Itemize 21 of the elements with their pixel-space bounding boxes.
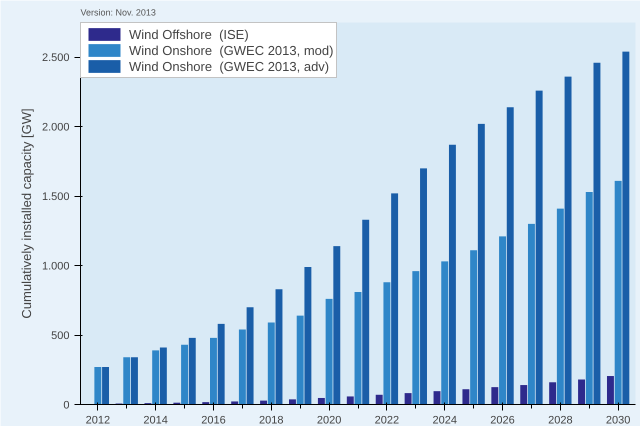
text: Version: Nov. 2013 xyxy=(80,8,156,18)
x-tick-label: 2024 xyxy=(432,414,457,426)
y-tick-label: 1.500 xyxy=(42,191,70,204)
x-tick-label: 2028 xyxy=(548,414,573,426)
x-tick-label: 2018 xyxy=(259,414,284,426)
x-tick-label: 2026 xyxy=(490,414,515,426)
x-tick-label: 2014 xyxy=(143,414,168,426)
y-tick-label: 1.000 xyxy=(42,260,70,273)
x-tick-label: 2016 xyxy=(201,414,226,426)
y-tick-label: 500 xyxy=(51,330,70,342)
legend-label: Wind Onshore (GWEC 2013, mod) xyxy=(129,42,334,58)
legend-label: Wind Onshore (GWEC 2013, adv) xyxy=(129,58,330,74)
y-tick-label: 2.500 xyxy=(42,52,70,64)
y-axis-title: Cumulatively installed capacity [GW] xyxy=(18,108,34,319)
x-tick-label: 2022 xyxy=(374,414,400,426)
y-tick-label: 2.000 xyxy=(42,122,70,134)
y-tick-label: 0 xyxy=(63,400,70,412)
legend-label: Wind Offshore (ISE) xyxy=(129,26,249,42)
x-tick-label: 2030 xyxy=(606,414,630,426)
x-tick-label: 2012 xyxy=(86,414,110,426)
x-tick-label: 2020 xyxy=(316,414,342,426)
